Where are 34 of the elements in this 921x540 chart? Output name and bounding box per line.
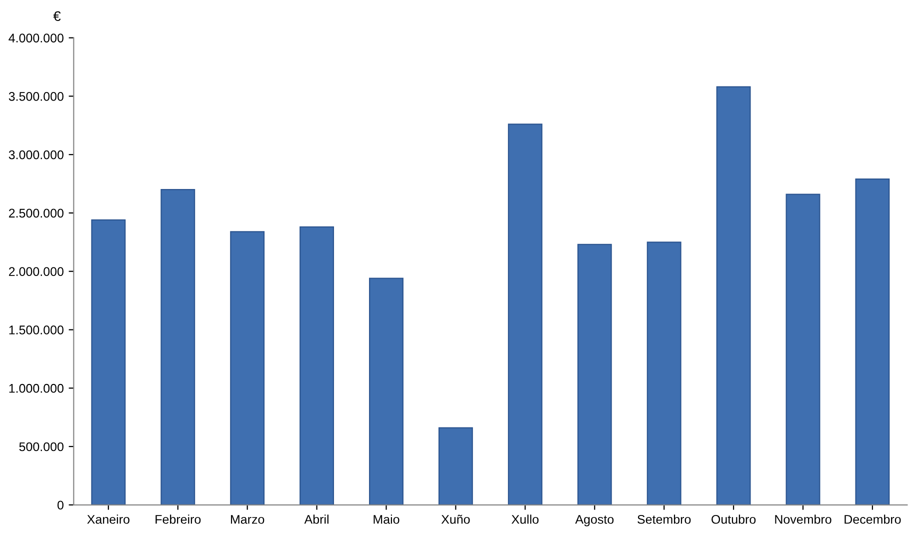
bar [230, 231, 265, 505]
bar [716, 86, 751, 505]
x-tick-label: Febreiro [156, 514, 201, 524]
x-tick-label: Decembro [844, 514, 901, 524]
x-tick-label: Marzo [230, 515, 264, 524]
bar [438, 427, 473, 505]
bar [91, 219, 126, 505]
x-tick-label: Xullo [512, 514, 539, 524]
bar [160, 189, 196, 505]
bar [646, 242, 682, 505]
x-tick-label: Setembro [638, 514, 691, 524]
y-tick-label: 4.000.000 [8, 34, 64, 42]
x-tick-label: Novembro [775, 514, 832, 524]
bar [369, 278, 404, 505]
y-tick-label: 2.500.000 [8, 208, 64, 218]
y-tick-label: 1.000.000 [9, 384, 64, 393]
x-tick-label: Outubro [712, 514, 756, 524]
x-tick-label: Maio [374, 514, 400, 524]
y-tick-label: 0 [57, 500, 64, 510]
y-tick-label: 500.000 [19, 442, 64, 452]
x-tick-label: Xuño [441, 514, 470, 524]
bar [577, 244, 612, 505]
y-tick-label: 3.000.000 [8, 150, 64, 160]
x-tick-label: Abril [304, 514, 328, 524]
y-tick-label: 2.000.000 [8, 267, 64, 276]
bar [508, 124, 542, 505]
bar [855, 178, 890, 505]
bar [786, 194, 820, 505]
y-tick-label: 3.500.000 [8, 92, 64, 101]
y-tick-label: 1.500.000 [9, 326, 64, 334]
bar [300, 226, 334, 505]
x-tick-label: Xaneiro [87, 514, 130, 524]
x-tick-label: Agosto [575, 515, 614, 526]
y-axis-title: € [53, 11, 61, 22]
